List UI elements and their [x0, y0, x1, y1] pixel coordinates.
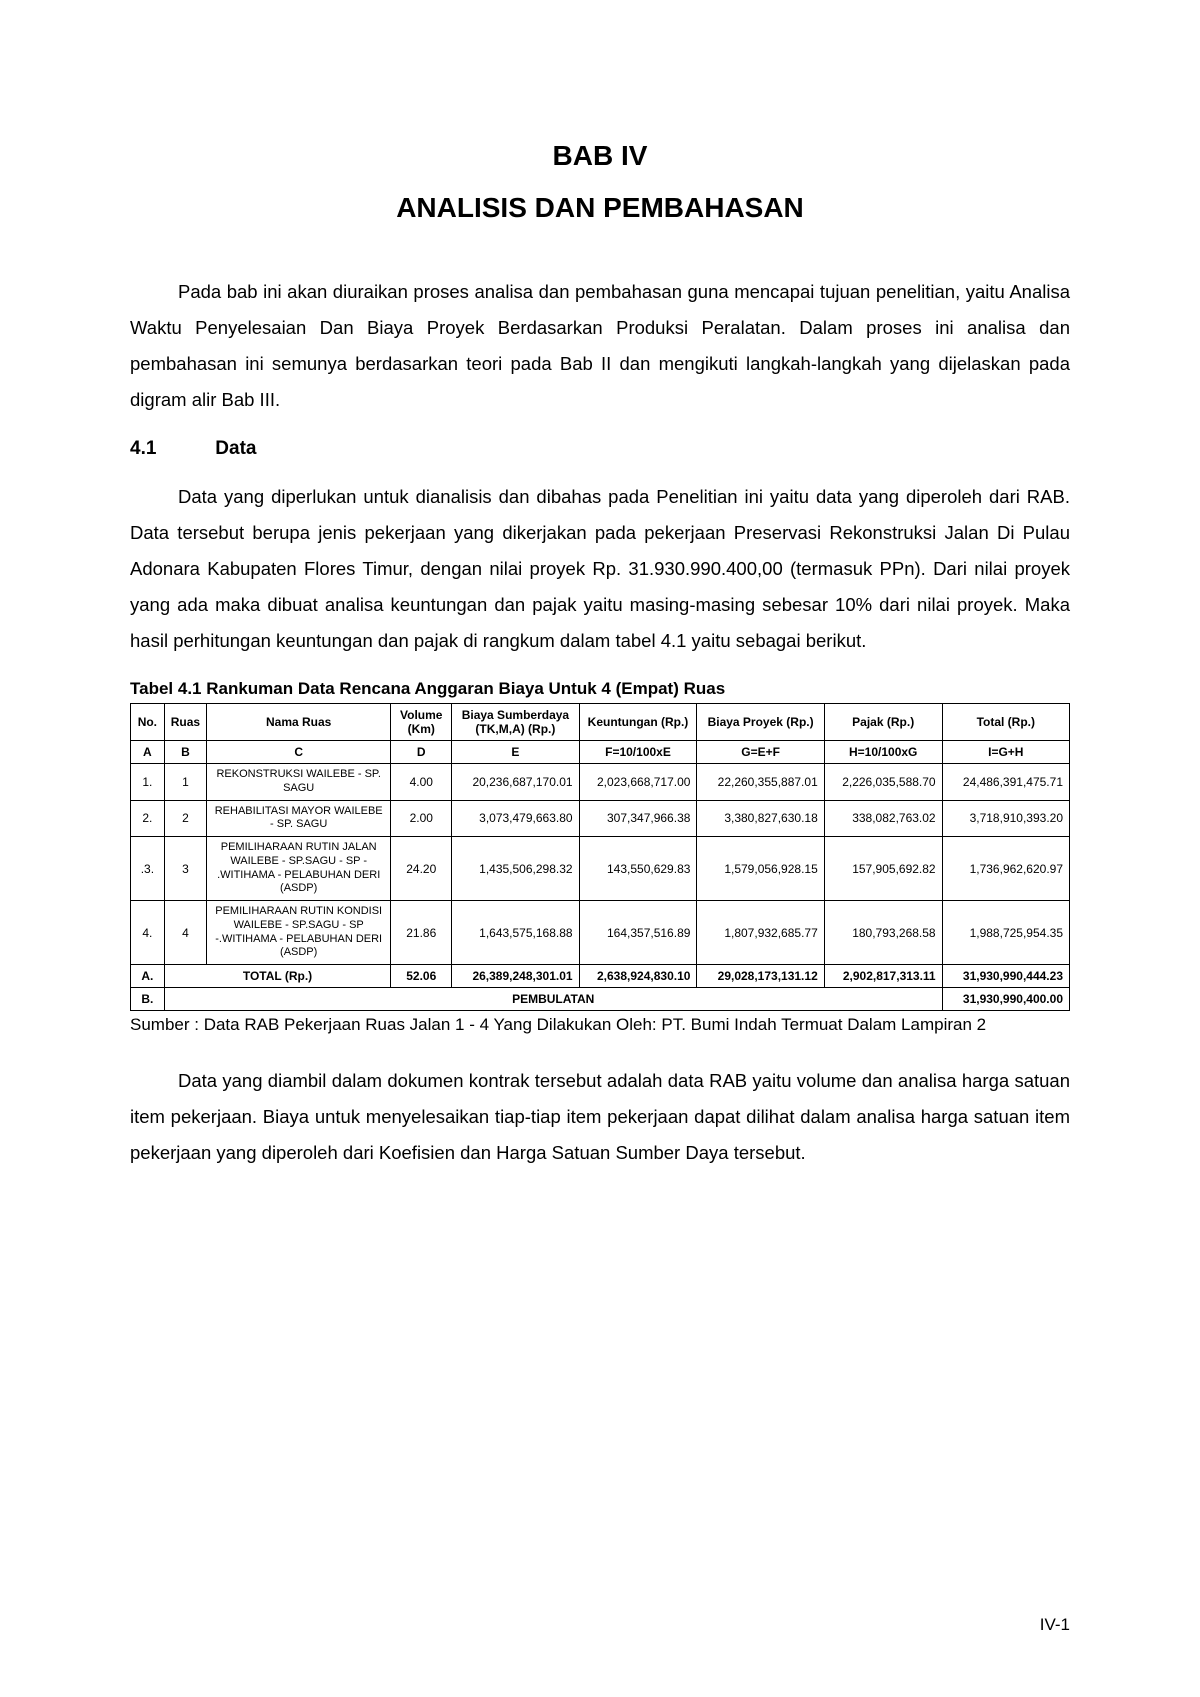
chapter-number: BAB IV	[130, 140, 1070, 172]
th-pajak: Pajak (Rp.)	[824, 704, 942, 741]
table-row: 2.2REHABILITASI MAYOR WAILEBE - SP. SAGU…	[131, 800, 1070, 837]
th-no: No.	[131, 704, 165, 741]
formula-d: D	[391, 741, 452, 764]
formula-c: C	[207, 741, 391, 764]
cell-f: 164,357,516.89	[579, 901, 697, 965]
formula-e: E	[452, 741, 579, 764]
total-f: 2,638,924,830.10	[579, 965, 697, 988]
table-row: 1.1REKONSTRUKSI WAILEBE - SP. SAGU4.0020…	[131, 764, 1070, 801]
total-vol: 52.06	[391, 965, 452, 988]
total-row: A.TOTAL (Rp.)52.0626,389,248,301.012,638…	[131, 965, 1070, 988]
cell-vol: 24.20	[391, 837, 452, 901]
total-g: 29,028,173,131.12	[697, 965, 824, 988]
formula-row: A B C D E F=10/100xE G=E+F H=10/100xG I=…	[131, 741, 1070, 764]
cell-ruas: 2	[164, 800, 206, 837]
data-paragraph: Data yang diperlukan untuk dianalisis da…	[130, 479, 1070, 659]
table-row: 4.4PEMILIHARAAN RUTIN KONDISI WAILEBE - …	[131, 901, 1070, 965]
chapter-title: ANALISIS DAN PEMBAHASAN	[130, 192, 1070, 224]
section-title: Data	[215, 438, 256, 459]
total-h: 2,902,817,313.11	[824, 965, 942, 988]
th-total: Total (Rp.)	[942, 704, 1069, 741]
th-ruas: Ruas	[164, 704, 206, 741]
cell-i: 1,736,962,620.97	[942, 837, 1069, 901]
cell-h: 157,905,692.82	[824, 837, 942, 901]
formula-h: H=10/100xG	[824, 741, 942, 764]
cell-e: 1,435,506,298.32	[452, 837, 579, 901]
page: BAB IV ANALISIS DAN PEMBAHASAN Pada bab …	[0, 0, 1200, 1697]
th-biaya-proyek: Biaya Proyek (Rp.)	[697, 704, 824, 741]
cell-h: 338,082,763.02	[824, 800, 942, 837]
cell-g: 22,260,355,887.01	[697, 764, 824, 801]
cell-g: 3,380,827,630.18	[697, 800, 824, 837]
cell-h: 2,226,035,588.70	[824, 764, 942, 801]
total-label: TOTAL (Rp.)	[164, 965, 391, 988]
cell-nama: PEMILIHARAAN RUTIN KONDISI WAILEBE - SP.…	[207, 901, 391, 965]
total-e: 26,389,248,301.01	[452, 965, 579, 988]
cell-g: 1,807,932,685.77	[697, 901, 824, 965]
cell-no: .3.	[131, 837, 165, 901]
cell-vol: 21.86	[391, 901, 452, 965]
cell-e: 1,643,575,168.88	[452, 901, 579, 965]
cell-ruas: 1	[164, 764, 206, 801]
cell-f: 143,550,629.83	[579, 837, 697, 901]
th-vol: Volume (Km)	[391, 704, 452, 741]
cell-no: 2.	[131, 800, 165, 837]
th-biaya-sd: Biaya Sumberdaya (TK,M,A) (Rp.)	[452, 704, 579, 741]
formula-g: G=E+F	[697, 741, 824, 764]
table-source: Sumber : Data RAB Pekerjaan Ruas Jalan 1…	[130, 1013, 1070, 1037]
table-caption: Tabel 4.1 Rankuman Data Rencana Anggaran…	[130, 679, 1070, 699]
cell-i: 24,486,391,475.71	[942, 764, 1069, 801]
round-label: PEMBULATAN	[164, 988, 942, 1011]
section-heading: 4.1 Data	[130, 438, 1070, 460]
cell-i: 3,718,910,393.20	[942, 800, 1069, 837]
formula-f: F=10/100xE	[579, 741, 697, 764]
page-number: IV-1	[1040, 1615, 1070, 1635]
followup-paragraph: Data yang diambil dalam dokumen kontrak …	[130, 1063, 1070, 1171]
th-keuntungan: Keuntungan (Rp.)	[579, 704, 697, 741]
cell-g: 1,579,056,928.15	[697, 837, 824, 901]
total-i: 31,930,990,444.23	[942, 965, 1069, 988]
cell-h: 180,793,268.58	[824, 901, 942, 965]
formula-i: I=G+H	[942, 741, 1069, 764]
round-value: 31,930,990,400.00	[942, 988, 1069, 1011]
cell-vol: 4.00	[391, 764, 452, 801]
rounding-row: B.PEMBULATAN31,930,990,400.00	[131, 988, 1070, 1011]
table-row: .3.3PEMILIHARAAN RUTIN JALAN WAILEBE - S…	[131, 837, 1070, 901]
cell-f: 2,023,668,717.00	[579, 764, 697, 801]
cell-vol: 2.00	[391, 800, 452, 837]
cell-f: 307,347,966.38	[579, 800, 697, 837]
total-label-a: A.	[131, 965, 165, 988]
formula-a: A	[131, 741, 165, 764]
formula-b: B	[164, 741, 206, 764]
cell-e: 20,236,687,170.01	[452, 764, 579, 801]
th-nama: Nama Ruas	[207, 704, 391, 741]
section-number: 4.1	[130, 438, 210, 460]
budget-table: No. Ruas Nama Ruas Volume (Km) Biaya Sum…	[130, 703, 1070, 1011]
cell-no: 1.	[131, 764, 165, 801]
round-label-b: B.	[131, 988, 165, 1011]
intro-paragraph: Pada bab ini akan diuraikan proses anali…	[130, 274, 1070, 418]
cell-ruas: 3	[164, 837, 206, 901]
cell-nama: REHABILITASI MAYOR WAILEBE - SP. SAGU	[207, 800, 391, 837]
table-header-row: No. Ruas Nama Ruas Volume (Km) Biaya Sum…	[131, 704, 1070, 741]
cell-ruas: 4	[164, 901, 206, 965]
cell-e: 3,073,479,663.80	[452, 800, 579, 837]
cell-nama: PEMILIHARAAN RUTIN JALAN WAILEBE - SP.SA…	[207, 837, 391, 901]
cell-i: 1,988,725,954.35	[942, 901, 1069, 965]
cell-nama: REKONSTRUKSI WAILEBE - SP. SAGU	[207, 764, 391, 801]
cell-no: 4.	[131, 901, 165, 965]
